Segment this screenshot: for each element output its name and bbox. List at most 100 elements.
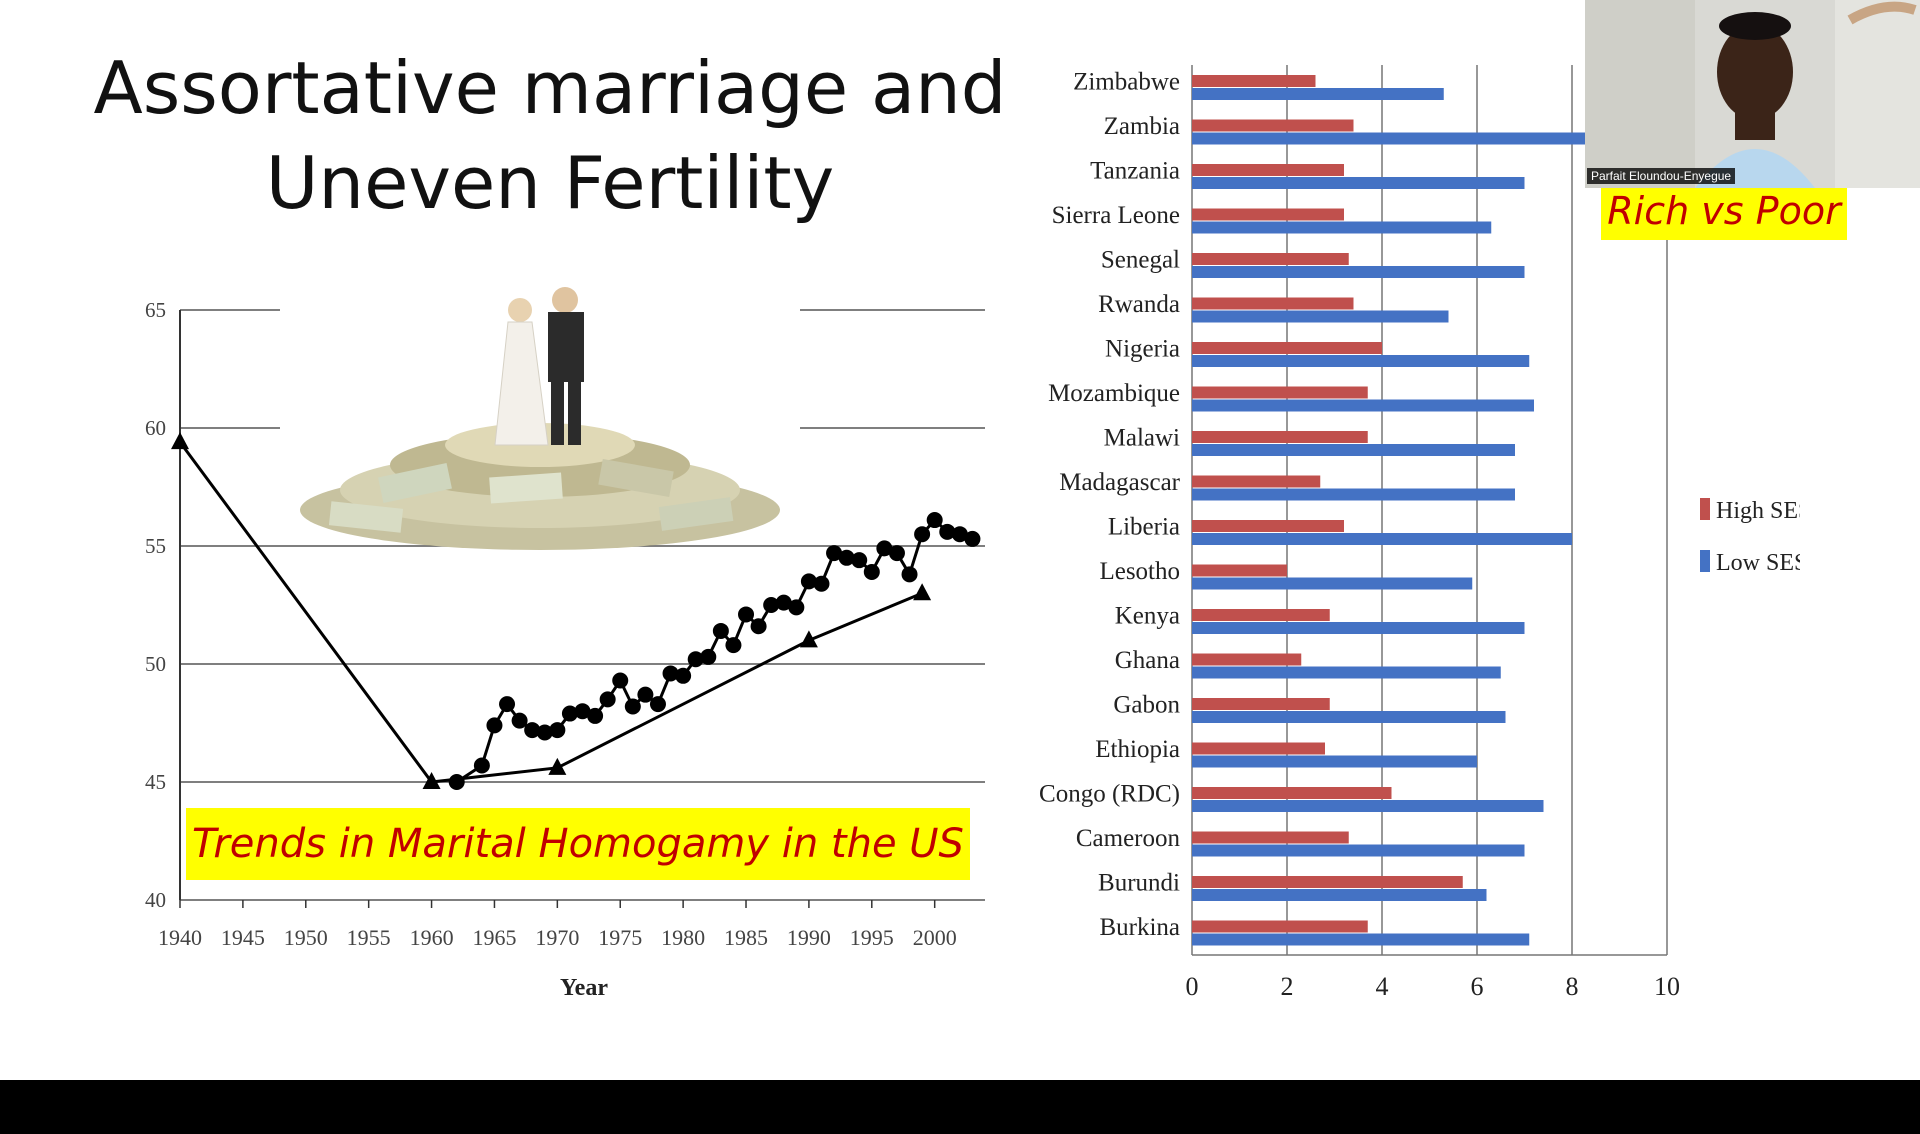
- line-chart-x-tick-label: 1945: [221, 925, 265, 950]
- homogamy-line-chart: 40 45 50 55 60 65 1940 1945 1950 1955 1960 1965 1970…: [145, 280, 985, 1001]
- line-chart-circle-point: [775, 594, 792, 611]
- bar-chart-bar-low-ses: [1192, 711, 1506, 723]
- bar-chart-category-label: Gabon: [1113, 691, 1180, 718]
- bar-chart-bar-low-ses: [1192, 844, 1525, 857]
- line-chart-y-tick-label: 45: [145, 770, 166, 794]
- bar-chart-category-label: Zambia: [1104, 113, 1180, 140]
- bar-chart-category-label: Kenya: [1115, 602, 1180, 629]
- bar-chart-bar-high-ses: [1192, 520, 1344, 532]
- line-chart-circle-point: [687, 651, 704, 668]
- line-chart-x-tick-label: 1965: [472, 925, 516, 950]
- bar-chart-bar-high-ses: [1192, 475, 1321, 488]
- line-chart-x-tick-label: 1950: [284, 925, 328, 950]
- line-chart-circle-point: [901, 566, 918, 583]
- bottom-black-bar: [0, 1080, 1920, 1134]
- line-chart-x-tick-label: 2000: [913, 925, 957, 950]
- bar-chart-bar-low-ses: [1192, 933, 1530, 946]
- bar-chart-x-tick-label: 4: [1376, 972, 1389, 1001]
- bar-chart-x-tick-label: 10: [1654, 972, 1680, 1001]
- bar-chart-bar-high-ses: [1192, 876, 1463, 888]
- line-chart-circle-point: [876, 540, 893, 557]
- line-chart-y-tick-label: 65: [145, 298, 166, 322]
- line-chart-y-tick-label: 40: [145, 888, 166, 912]
- bar-chart-bar-low-ses: [1192, 666, 1501, 679]
- line-chart-x-tick-label: 1960: [410, 925, 454, 950]
- line-chart-circle-point: [712, 622, 729, 639]
- bar-chart-bar-low-ses: [1192, 132, 1587, 145]
- line-chart-circle-point: [725, 637, 742, 654]
- bar-chart-bar-high-ses: [1192, 787, 1392, 799]
- line-chart-circle-point: [738, 606, 755, 623]
- line-chart-circle-point: [939, 523, 956, 540]
- line-chart-circle-point: [637, 686, 654, 703]
- bar-chart-bar-low-ses: [1192, 755, 1477, 768]
- bar-chart-bar-low-ses: [1192, 221, 1492, 234]
- bar-chart-category-label: Ethiopia: [1095, 736, 1180, 763]
- bar-chart-bar-high-ses: [1192, 698, 1330, 710]
- bar-chart-legend-swatch: [1700, 498, 1710, 520]
- bar-chart-bar-low-ses: [1192, 355, 1530, 367]
- line-chart-circle-point: [763, 597, 780, 613]
- line-chart-circle-point: [473, 757, 490, 774]
- bar-chart-bar-high-ses: [1192, 342, 1382, 354]
- bar-chart-x-tick-label: 2: [1281, 972, 1294, 1001]
- line-chart-x-tick-label: 1975: [598, 925, 642, 950]
- line-chart-circle-point: [662, 665, 679, 682]
- bar-chart-category-label: Malawi: [1104, 424, 1180, 451]
- line-chart-circle-point: [838, 549, 855, 566]
- wedding-money-illustration: [280, 280, 800, 550]
- line-chart-circle-point: [888, 545, 905, 562]
- line-chart-circle-point: [826, 545, 843, 562]
- line-chart-x-axis-label: Year: [560, 975, 608, 1001]
- line-chart-circle-point: [914, 526, 931, 543]
- line-chart-circle-point: [926, 512, 943, 529]
- line-chart-y-tick-label: 50: [145, 652, 166, 676]
- bar-chart-bar-high-ses: [1192, 386, 1368, 399]
- bar-chart-bar-low-ses: [1192, 444, 1515, 456]
- bar-chart-category-label: Zimbabwe: [1073, 68, 1180, 95]
- bar-chart-bar-high-ses: [1192, 653, 1302, 666]
- line-chart-circle-point: [524, 722, 541, 739]
- line-chart-circle-point: [863, 563, 880, 580]
- line-chart-x-tick-label: 1990: [787, 925, 831, 950]
- line-chart-circle-point: [536, 724, 553, 741]
- slide-title-line-1: Assortative marriage and: [93, 46, 1007, 130]
- bar-chart-bar-high-ses: [1192, 208, 1344, 221]
- bar-chart-bar-high-ses: [1192, 253, 1349, 265]
- line-chart-triangle-point: [171, 432, 189, 450]
- line-chart-circle-point: [964, 530, 981, 547]
- bar-chart-bar-low-ses: [1192, 488, 1515, 501]
- line-chart-circle-point: [800, 573, 817, 590]
- line-chart-circle-point: [700, 648, 717, 665]
- slide: Assortative marriage and Uneven Fertilit…: [93, 0, 1920, 1001]
- bar-chart-bar-low-ses: [1192, 266, 1525, 278]
- line-chart-x-tick-label: 1980: [661, 925, 705, 950]
- webcam-video-tile[interactable]: [1585, 0, 1920, 188]
- bar-chart-category-label: Rwanda: [1098, 291, 1180, 318]
- bar-chart-bar-low-ses: [1192, 622, 1525, 634]
- line-chart-triangle-point: [422, 772, 441, 789]
- line-chart-circle-point: [499, 696, 516, 713]
- bar-chart-caption-banner: Rich vs Poor: [1601, 182, 1847, 240]
- bar-chart-x-tick-label: 8: [1566, 972, 1579, 1001]
- bar-chart-bar-low-ses: [1192, 889, 1487, 901]
- bar-chart-category-label: Sierra Leone: [1052, 202, 1180, 229]
- bar-chart-bar-high-ses: [1192, 742, 1325, 755]
- bar-chart-bar-low-ses: [1192, 310, 1449, 323]
- bar-chart-category-label: Tanzania: [1090, 157, 1180, 184]
- line-chart-x-tick-label: 1970: [535, 925, 579, 950]
- bar-chart-category-label: Nigeria: [1105, 335, 1180, 362]
- line-chart-triangle-point: [913, 583, 932, 601]
- line-chart-y-tick-label: 55: [145, 534, 166, 558]
- bar-chart-bar-low-ses: [1192, 577, 1473, 590]
- line-chart-circle-point: [486, 717, 503, 734]
- bar-chart-category-label: Madagascar: [1059, 469, 1180, 496]
- line-chart-circle-point: [624, 698, 641, 715]
- line-chart-circle-point: [599, 691, 616, 708]
- bar-chart-bar-low-ses: [1192, 88, 1444, 100]
- bar-chart-legend-label: Low SES: [1716, 550, 1800, 576]
- line-chart-circle-point: [750, 618, 767, 635]
- line-chart-x-tick-label: 1995: [850, 925, 894, 950]
- line-chart-circle-point: [951, 526, 968, 543]
- slide-title-line-2: Uneven Fertility: [265, 141, 835, 225]
